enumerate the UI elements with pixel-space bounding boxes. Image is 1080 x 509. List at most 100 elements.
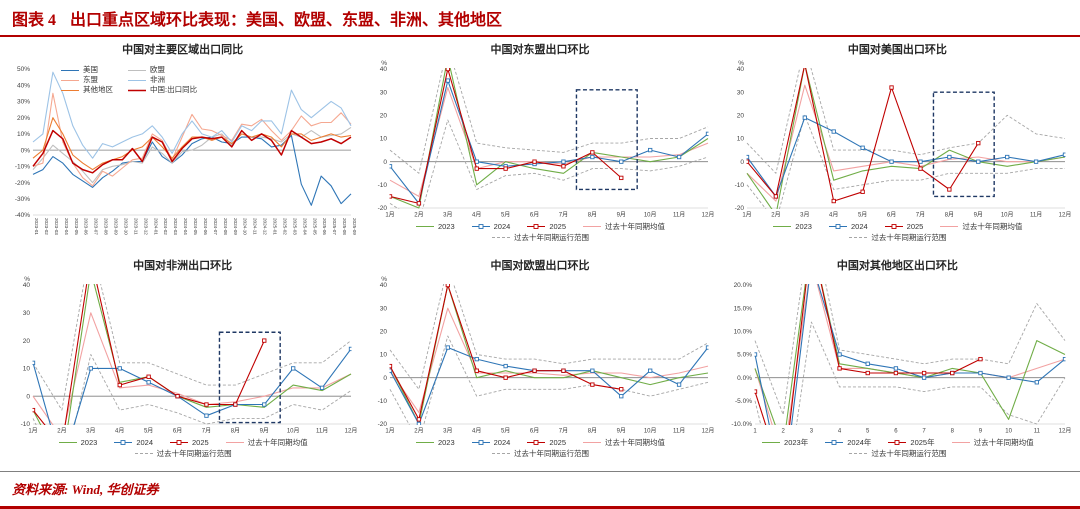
range-upper-line [389,68,709,174]
chart-legend: 美国 欧盟 东盟 非洲 其他地区 中国:出口同比 [60,65,197,95]
svg-text:30: 30 [737,89,745,96]
svg-text:10: 10 [380,352,388,359]
svg-text:12月: 12月 [1059,212,1072,219]
legend-swatch [61,69,79,71]
legend-label: 过去十年同期运行范围 [513,449,589,458]
svg-text:5: 5 [866,429,870,435]
range-upper-line [389,284,709,390]
charts-grid: 中国对主要区域出口同比 -40% -30% -20% -10% 0% 10% 20% 30% 4… [0,37,1080,471]
svg-text:50%: 50% [17,66,30,73]
svg-text:2025-03: 2025-03 [292,218,297,235]
legend-label: 中国:出口同比 [150,85,198,94]
svg-text:11月: 11月 [316,428,328,435]
series-marker [1034,380,1040,385]
series-marker [774,194,779,199]
svg-text:-10.0%: -10.0% [732,421,753,428]
svg-text:2024-07: 2024-07 [213,218,218,235]
legend-label: 2025 [906,222,924,231]
chart-title: 中国对欧盟出口环比 [490,260,590,272]
series-line [754,284,1066,425]
svg-text:5月: 5月 [144,428,153,435]
series-marker [1063,152,1066,157]
legend-item: 2024年 [824,437,871,448]
legend-swatch [773,225,792,228]
figure-title: 出口重点区域环比表现：美国、欧盟、东盟、非洲、其他地区 [70,12,503,29]
svg-text:0: 0 [26,393,30,400]
source-note: 资料来源: Wind, 华创证券 [12,482,159,497]
legend-item: 过去十年同期均值 [582,437,665,448]
svg-text:2024-09: 2024-09 [232,218,237,235]
svg-text:2024-01: 2024-01 [153,218,158,235]
series-marker [894,370,899,376]
series-marker [503,166,508,171]
svg-text:2024-06: 2024-06 [203,218,208,235]
axes: -20 -10 0 10 20 30 40% 1月 2月 3月 4月 5月 6月 7月 8月 9月 10月 11月… [378,60,715,219]
series-marker [831,129,837,134]
legend-item: 2023年 [761,437,808,448]
series-line [389,284,622,420]
series-marker [474,368,479,373]
svg-text:-30%: -30% [14,196,29,203]
legend-item: 东盟 [60,75,113,85]
legend-item: 过去十年同期运行范围 [134,448,232,459]
chart-asean-mom: 中国对东盟出口环比 -20 -10 0 10 20 30 40% 1月 2月 3月 4月 5月 6月 7月… [361,39,718,255]
svg-text:2023-09: 2023-09 [113,218,118,235]
series-marker [1063,356,1066,362]
svg-text:8: 8 [951,429,955,435]
svg-text:2025-08: 2025-08 [342,218,347,235]
legend-swatch [762,441,781,444]
series-marker [117,366,122,371]
series-marker [319,385,324,391]
svg-text:2023-08: 2023-08 [103,218,108,235]
series-marker [889,85,895,90]
axes: -20 -10 0 10 20 30 40% 1月 2月 3月 4月 5月 6月 7月 8月 9月 10月 11月… [735,60,1072,219]
svg-text:2025-07: 2025-07 [332,218,337,235]
series-marker [865,361,871,366]
svg-text:2025-09: 2025-09 [352,218,357,235]
legend-swatch [527,224,546,229]
series-line [754,284,982,425]
series-marker [88,366,93,371]
svg-text:1月: 1月 [743,212,752,219]
legend-swatch [128,89,146,91]
legend-label: 2024 [493,222,511,231]
legend-label: 2025年 [910,438,935,447]
chart-yoy-major-regions: 中国对主要区域出口同比 -40% -30% -20% -10% 0% 10% 20% 30% 4… [4,39,361,255]
series-marker [474,166,479,171]
range-upper-line [747,68,1066,174]
legend-item: 过去十年同期均值 [951,437,1034,448]
svg-text:20: 20 [737,113,745,120]
svg-text:40: 40 [737,66,745,73]
series-marker [918,159,923,164]
series-marker [947,187,952,192]
series-marker [922,370,927,376]
legend-label: 过去十年同期均值 [247,438,308,447]
svg-text:20%: 20% [17,115,30,122]
svg-text:10: 10 [1006,429,1013,435]
chart-title: 中国对东盟出口环比 [490,44,590,56]
legend-label: 2024 [850,222,868,231]
legend-label: 2025 [549,222,567,231]
svg-text:2024-05: 2024-05 [193,218,198,235]
legend-label: 东盟 [83,75,98,84]
legend-item: 过去十年同期均值 [939,221,1022,232]
chart-legend: 2023年 2024年 2025年 过去十年同期均值 过去十年同期运行范围 [732,437,1062,459]
svg-text:2月: 2月 [414,212,423,219]
legend-label: 2023 [437,222,455,231]
series-marker [1005,154,1010,160]
series-marker [146,380,151,385]
svg-text:10月: 10月 [644,212,657,219]
highlight-box [575,89,638,191]
legend-label: 过去十年同期运行范围 [156,449,232,458]
plot-area [746,68,1066,209]
legend-label: 过去十年同期均值 [605,222,666,231]
svg-text:10月: 10月 [286,428,299,435]
svg-text:12月: 12月 [344,428,357,435]
svg-text:2023-06: 2023-06 [83,218,88,235]
legend-item: 美国 [60,65,113,75]
series-marker [619,394,624,399]
svg-text:-10: -10 [378,398,388,405]
legend-swatch [491,452,510,455]
svg-text:-10%: -10% [14,164,29,171]
svg-text:3月: 3月 [443,428,452,435]
